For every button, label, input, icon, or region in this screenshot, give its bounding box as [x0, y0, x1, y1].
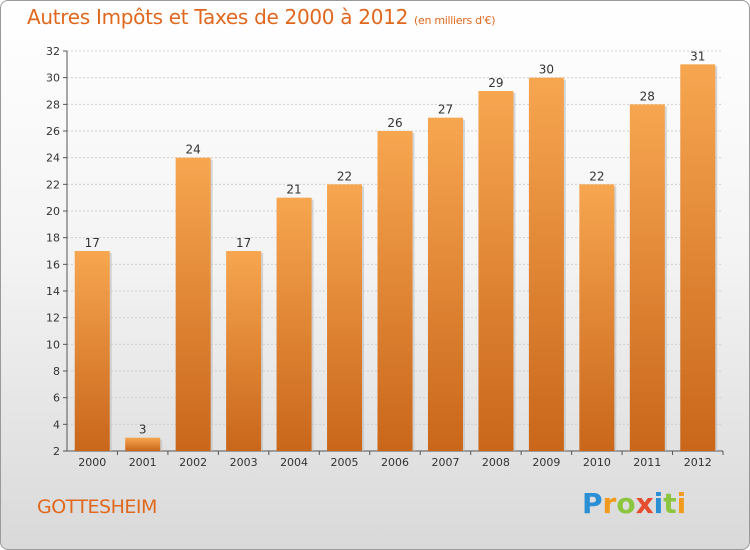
x-tick-label: 2005: [331, 456, 359, 469]
y-tick-label: 4: [53, 418, 60, 431]
bar: [427, 117, 463, 452]
y-tick-label: 12: [46, 312, 60, 325]
bar: [74, 251, 110, 451]
value-label: 26: [387, 116, 402, 130]
x-tick-labels: 2000 2001 2002 2003 2004 2005 2006 2007 2008 2009…: [78, 456, 712, 469]
value-label: 29: [488, 76, 503, 90]
value-label: 3: [139, 423, 147, 437]
x-tick-label: 2009: [532, 456, 560, 469]
value-labels: 17 3 24 17 21 22 26 27 29 30 22 28 31: [85, 49, 706, 436]
x-tick-label: 2006: [381, 456, 409, 469]
y-tick-label: 10: [46, 338, 60, 351]
bar: [478, 91, 514, 451]
x-tick-label: 2007: [431, 456, 459, 469]
y-tick-label: 26: [46, 125, 60, 138]
y-tick-label: 8: [53, 365, 60, 378]
value-label: 22: [589, 169, 604, 183]
y-tick-label: 30: [46, 72, 60, 85]
bar: [175, 157, 211, 451]
x-tick-label: 2002: [179, 456, 207, 469]
y-tick-label: 20: [46, 205, 60, 218]
bar: [629, 104, 665, 451]
y-tick-label: 16: [46, 258, 60, 271]
x-tick-label: 2000: [78, 456, 106, 469]
x-tick-label: 2012: [684, 456, 712, 469]
bars: [74, 64, 718, 452]
value-label: 27: [438, 103, 453, 117]
x-tick-label: 2004: [280, 456, 308, 469]
logo-letter: t: [663, 487, 677, 520]
y-tick-label: 24: [46, 152, 60, 165]
bar: [680, 64, 716, 452]
x-tick-label: 2010: [583, 456, 611, 469]
proxiti-logo: Proxiti: [582, 487, 686, 520]
commune-name: GOTTESHEIM: [37, 496, 157, 518]
logo-letter: i: [676, 487, 687, 520]
value-label: 17: [236, 236, 251, 250]
y-tick-label: 14: [46, 285, 60, 298]
x-tick-label: 2003: [230, 456, 258, 469]
logo-letter: P: [582, 487, 603, 520]
bar: [377, 131, 413, 451]
y-tick-label: 2: [53, 445, 60, 458]
value-label: 22: [337, 169, 352, 183]
bar: [579, 184, 615, 452]
bar: [276, 197, 312, 451]
x-tick-label: 2011: [633, 456, 661, 469]
logo-letter: i: [653, 487, 664, 520]
value-label: 17: [85, 236, 100, 250]
y-tick-label: 18: [46, 232, 60, 245]
unit-note: (en milliers d'€): [414, 14, 496, 27]
value-label: 24: [186, 143, 201, 157]
bar: [226, 251, 262, 451]
chart-title-text: Autres Impôts et Taxes de 2000 à 2012: [27, 5, 408, 29]
y-tick-label: 22: [46, 178, 60, 191]
y-tick-label: 6: [53, 392, 60, 405]
chart-title: Autres Impôts et Taxes de 2000 à 2012 (en…: [27, 5, 495, 29]
x-tick-label: 2001: [129, 456, 157, 469]
value-label: 21: [286, 183, 301, 197]
value-label: 31: [690, 49, 705, 63]
y-tick-label: 32: [46, 45, 60, 58]
bar: [125, 437, 161, 451]
x-tick-label: 2008: [482, 456, 510, 469]
value-label: 30: [539, 63, 554, 77]
logo-letter: o: [616, 487, 636, 520]
logo-letter: x: [635, 487, 654, 520]
y-tick-label: 28: [46, 98, 60, 111]
bar: [528, 77, 564, 452]
bar: [327, 184, 363, 452]
value-label: 28: [640, 89, 655, 103]
logo-letter: r: [602, 487, 617, 520]
